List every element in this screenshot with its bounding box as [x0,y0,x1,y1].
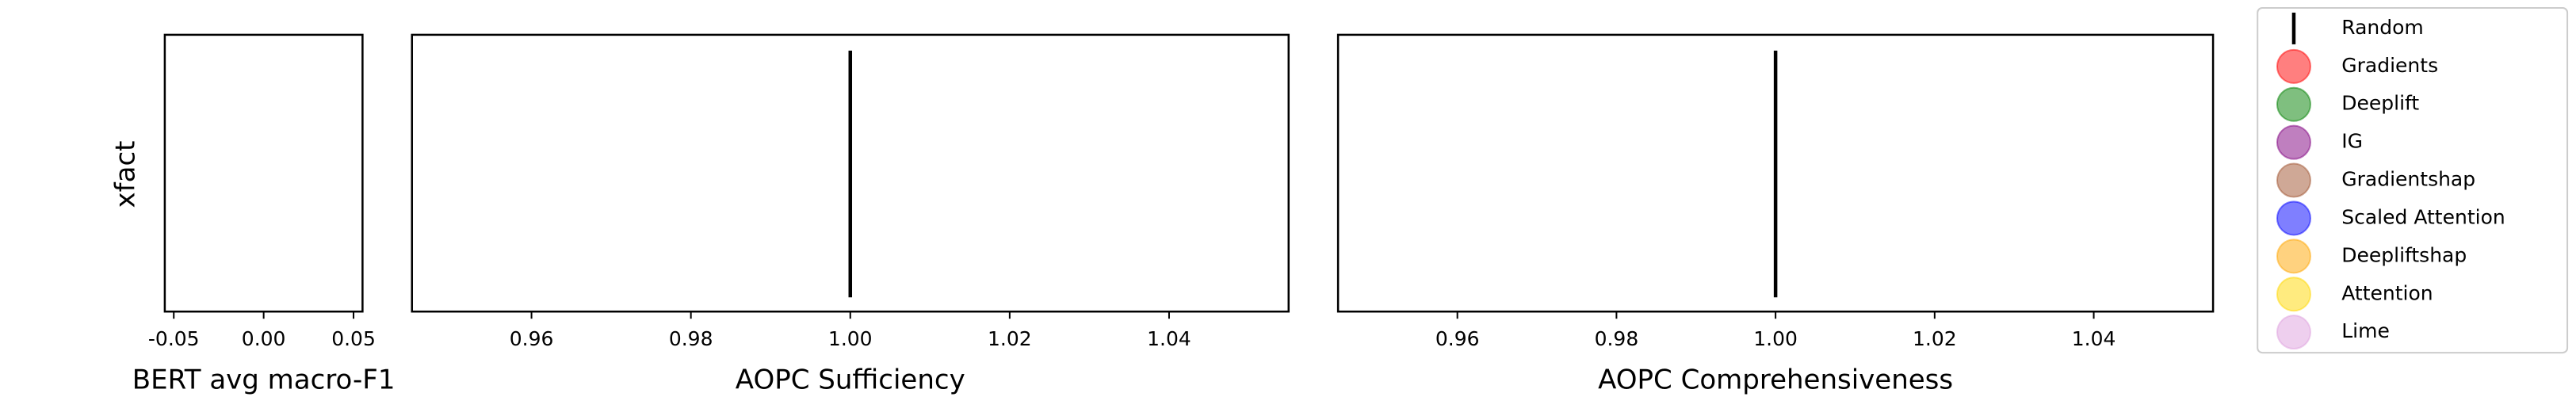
x-axis-label: AOPC Comprehensiveness [1598,364,1953,396]
legend-marker [2276,124,2311,160]
x-tick-label: 1.04 [1147,327,1191,350]
x-tick-label: 1.02 [988,327,1032,350]
legend-marker [2276,86,2311,122]
plot-frame [1336,33,2215,313]
legend-label: Deepliftshap [2341,243,2467,266]
legend-marker [2276,48,2311,84]
legend-label: Gradients [2341,54,2438,77]
x-tick-label: 0.00 [242,327,286,350]
legend-marker [2276,200,2311,236]
legend-marker [2276,239,2311,274]
x-axis-label: BERT avg macro-F1 [132,364,396,396]
x-tick-label: 1.00 [828,327,873,350]
legend-frame [2257,6,2569,354]
legend-label: Random [2341,16,2424,39]
legend-label: Gradientshap [2341,168,2475,191]
legend-marker [2276,162,2311,198]
y-axis-label: xfact [110,141,142,208]
x-tick-label: 1.00 [1753,327,1798,350]
legend-marker [2276,315,2311,350]
legend-label: IG [2341,130,2363,153]
legend-label: Lime [2341,319,2390,342]
x-tick-label: -0.05 [148,327,200,350]
x-tick-label: 0.05 [331,327,376,350]
plot-frame [163,33,364,313]
plot-frame [411,33,1290,313]
x-tick-label: 0.96 [1435,327,1480,350]
legend-marker [2276,277,2311,312]
x-tick-label: 1.04 [2072,327,2116,350]
x-tick-label: 0.98 [1595,327,1639,350]
x-tick-label: 0.96 [510,327,554,350]
x-tick-label: 1.02 [1913,327,1957,350]
legend-label: Attention [2341,281,2433,304]
x-tick-label: 0.98 [669,327,713,350]
legend-label: Deeplift [2341,92,2419,115]
x-axis-label: AOPC Sufficiency [736,364,965,396]
legend-label: Scaled Attention [2341,205,2505,228]
